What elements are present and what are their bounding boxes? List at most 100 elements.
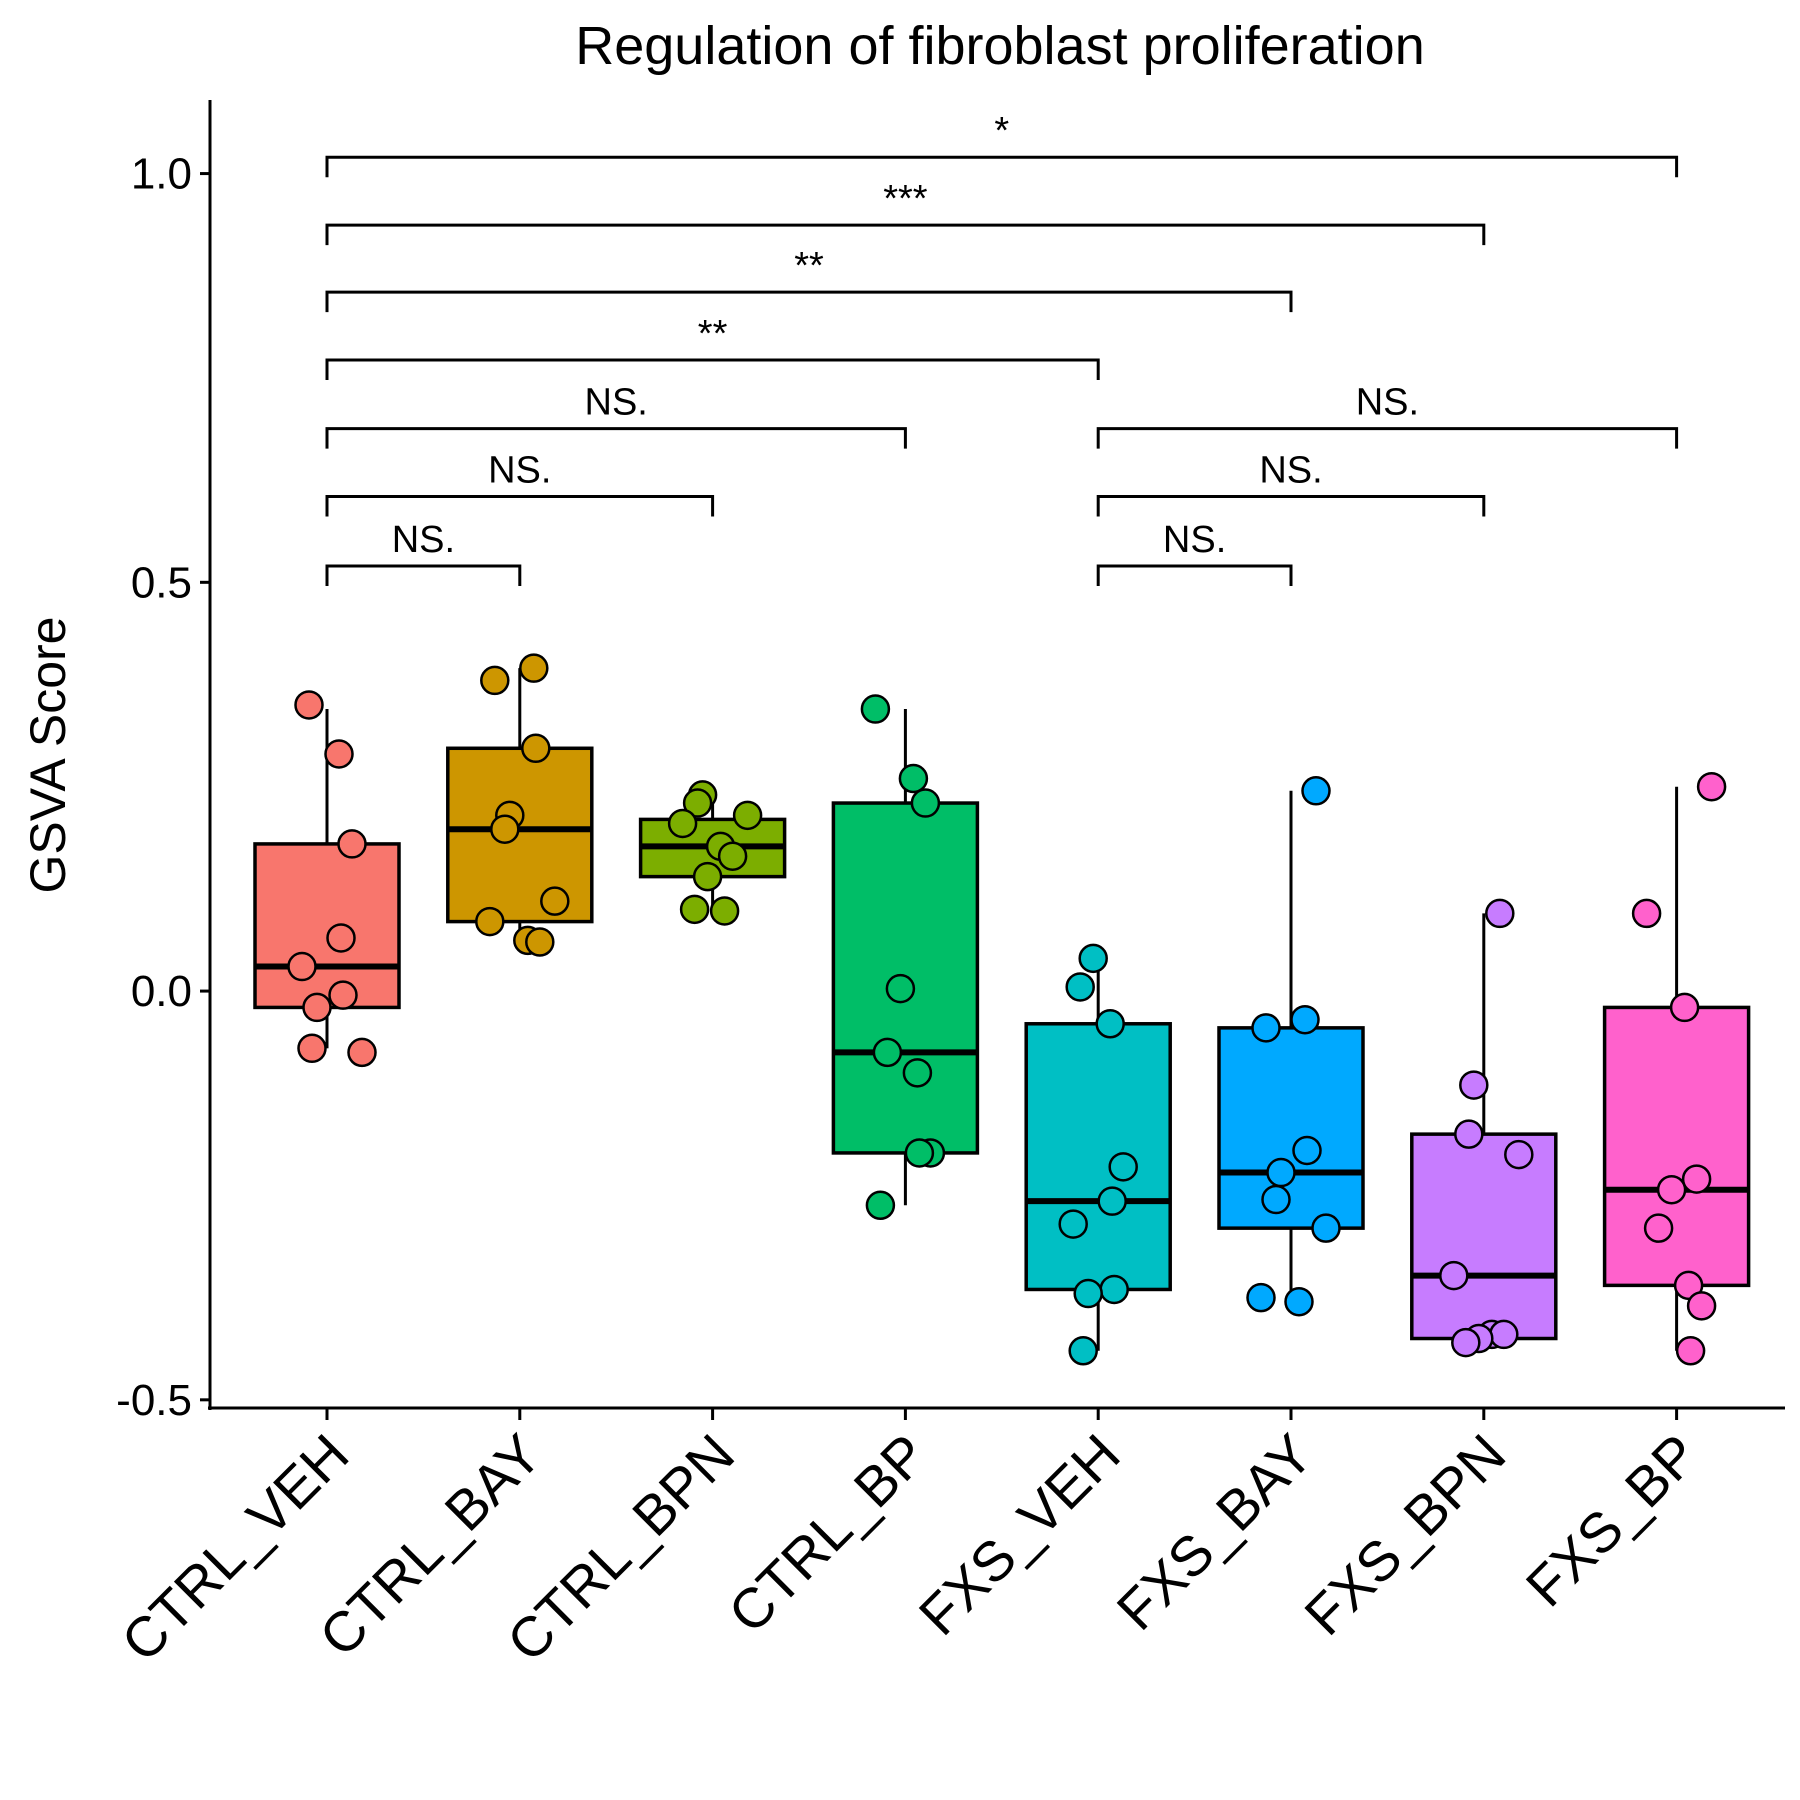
box-group bbox=[446, 653, 594, 957]
data-point bbox=[709, 896, 740, 926]
data-point bbox=[1290, 1004, 1320, 1035]
significance-label: NS. bbox=[585, 382, 648, 424]
significance-label: NS. bbox=[1259, 449, 1322, 491]
significance-bracket: *** bbox=[325, 178, 1486, 246]
x-tick-label: FXS_VEH bbox=[907, 1422, 1132, 1647]
significance-brackets: NS.NS.NS.********NS.NS.NS. bbox=[325, 110, 1679, 586]
data-point bbox=[1266, 1157, 1296, 1188]
data-point bbox=[732, 800, 763, 831]
significance-bracket: ** bbox=[325, 245, 1293, 313]
data-point bbox=[1485, 898, 1515, 929]
data-point bbox=[1068, 1336, 1098, 1366]
significance-bracket: NS. bbox=[325, 382, 907, 449]
bracket-line bbox=[325, 564, 522, 586]
data-point bbox=[297, 1033, 327, 1064]
data-point bbox=[1073, 1278, 1103, 1309]
x-tick-label: FXS_BAY bbox=[1105, 1422, 1325, 1642]
y-tick-label: 1.0 bbox=[131, 150, 192, 199]
data-point bbox=[337, 829, 367, 859]
bracket-line bbox=[325, 494, 715, 517]
significance-label: NS. bbox=[392, 519, 455, 561]
data-point bbox=[904, 1138, 935, 1168]
data-point bbox=[1261, 1184, 1291, 1215]
data-point bbox=[1058, 1209, 1088, 1239]
bracket-line bbox=[325, 358, 1100, 380]
data-point bbox=[1301, 776, 1331, 806]
significance-bracket: NS. bbox=[325, 449, 715, 517]
data-point bbox=[717, 841, 748, 871]
data-point bbox=[1439, 1260, 1469, 1291]
y-axis-title: GSVA Score bbox=[20, 617, 76, 894]
bracket-line bbox=[325, 223, 1486, 246]
box bbox=[1024, 1022, 1172, 1292]
data-point bbox=[287, 951, 317, 982]
bracket-line bbox=[1096, 494, 1486, 517]
data-point bbox=[1065, 972, 1095, 1002]
box-group bbox=[1410, 898, 1558, 1358]
data-point bbox=[1078, 943, 1108, 974]
data-point bbox=[1631, 898, 1662, 929]
significance-label: NS. bbox=[1356, 382, 1419, 424]
data-point bbox=[1669, 992, 1700, 1023]
data-point bbox=[1681, 1164, 1712, 1194]
chart-title: Regulation of fibroblast proliferation bbox=[575, 16, 1425, 76]
box bbox=[446, 746, 594, 924]
data-point bbox=[1451, 1327, 1481, 1358]
data-point bbox=[1311, 1213, 1341, 1243]
significance-label: *** bbox=[883, 178, 928, 220]
data-point bbox=[302, 992, 332, 1023]
box bbox=[1410, 1132, 1558, 1341]
significance-label: ** bbox=[794, 245, 824, 287]
data-point bbox=[1489, 1319, 1519, 1350]
data-point bbox=[1097, 1186, 1127, 1216]
x-tick-label: FXS_BPN bbox=[1292, 1422, 1517, 1647]
box-group bbox=[1602, 771, 1751, 1366]
data-point bbox=[326, 923, 356, 953]
box-group bbox=[253, 690, 401, 1068]
data-point bbox=[1251, 1013, 1281, 1043]
significance-label: * bbox=[994, 110, 1009, 152]
data-point bbox=[885, 973, 916, 1004]
box-group bbox=[1024, 943, 1172, 1366]
data-point bbox=[679, 894, 710, 925]
y-tick-label: 0.5 bbox=[131, 558, 192, 607]
bracket-line bbox=[325, 155, 1679, 178]
box bbox=[253, 842, 401, 1010]
data-point bbox=[294, 690, 324, 720]
significance-bracket: ** bbox=[325, 313, 1100, 380]
data-point bbox=[480, 665, 510, 696]
significance-label: NS. bbox=[1163, 519, 1226, 561]
significance-bracket: NS. bbox=[325, 519, 522, 586]
significance-label: ** bbox=[698, 313, 728, 355]
data-point bbox=[1292, 1135, 1322, 1166]
data-point bbox=[324, 739, 354, 769]
data-point bbox=[1459, 1070, 1489, 1100]
box-group bbox=[638, 780, 787, 926]
data-point bbox=[1675, 1336, 1706, 1366]
bracket-line bbox=[1096, 564, 1293, 586]
data-point bbox=[1656, 1174, 1687, 1205]
box bbox=[1217, 1026, 1365, 1230]
box-group bbox=[831, 694, 980, 1221]
box bbox=[1602, 1005, 1751, 1288]
data-point bbox=[519, 653, 549, 683]
data-point bbox=[347, 1037, 377, 1068]
data-point bbox=[1686, 1291, 1717, 1321]
bracket-line bbox=[325, 427, 907, 449]
data-point bbox=[540, 886, 570, 916]
data-point bbox=[525, 927, 555, 957]
data-point bbox=[902, 1058, 933, 1088]
box-group bbox=[1217, 776, 1365, 1317]
data-point bbox=[1696, 771, 1727, 802]
x-tick-label: FXS_BP bbox=[1514, 1422, 1710, 1618]
significance-bracket: NS. bbox=[1096, 519, 1293, 586]
significance-bracket: NS. bbox=[1096, 382, 1679, 449]
data-point bbox=[1454, 1119, 1484, 1149]
data-point bbox=[1095, 1009, 1125, 1039]
bracket-line bbox=[1096, 427, 1679, 449]
data-point bbox=[1108, 1152, 1138, 1182]
data-point bbox=[475, 906, 505, 937]
x-tick-label: CTRL_BP bbox=[716, 1422, 939, 1645]
